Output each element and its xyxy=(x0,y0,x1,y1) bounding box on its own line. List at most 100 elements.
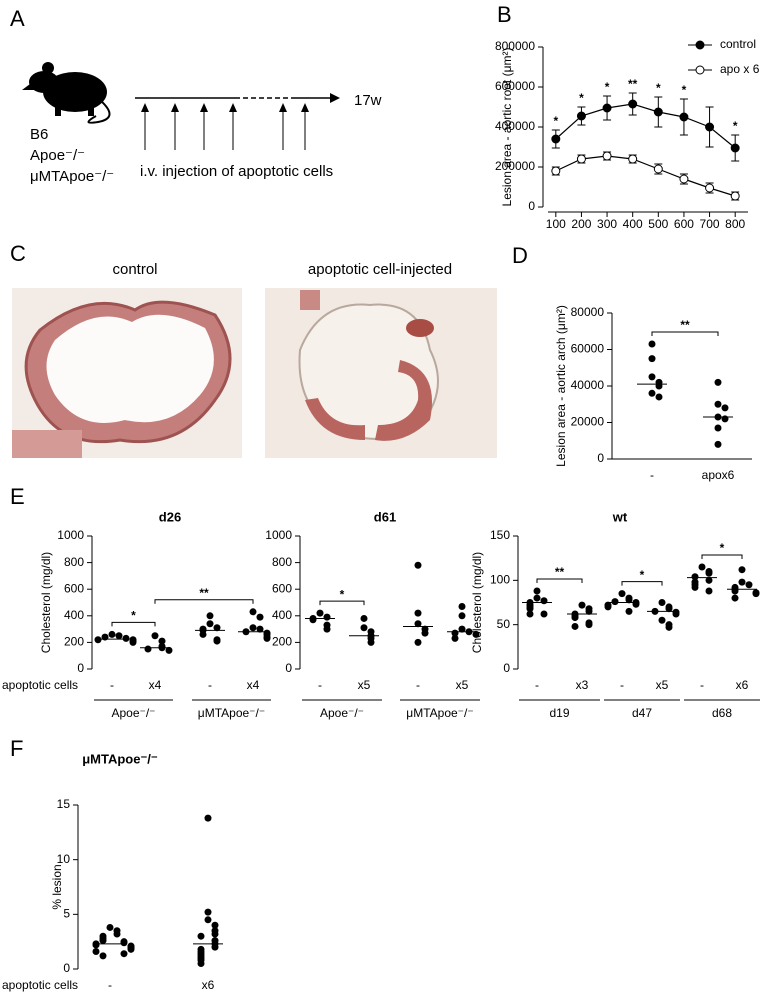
data-point xyxy=(213,624,221,632)
significance: * xyxy=(733,119,738,133)
significance: ** xyxy=(555,565,565,579)
group-label: x5 xyxy=(456,678,469,692)
data-point xyxy=(648,340,656,348)
data-point xyxy=(648,373,656,381)
chart-title: d26 xyxy=(159,509,181,524)
histology-image xyxy=(12,288,242,458)
data-point xyxy=(533,594,541,602)
marker xyxy=(628,99,638,109)
data-point xyxy=(206,612,214,620)
data-point xyxy=(585,607,593,615)
chart-title: d61 xyxy=(374,509,396,524)
group-label: - xyxy=(416,678,420,692)
data-point xyxy=(197,932,205,940)
data-point xyxy=(414,609,422,617)
y-tick-label: 100 xyxy=(490,573,510,587)
histology-caption: control xyxy=(112,261,157,278)
y-tick-label: 80000 xyxy=(571,305,605,319)
cluster-label: μMTApoe⁻/⁻ xyxy=(198,706,265,720)
group-label: x3 xyxy=(576,678,589,692)
group-label: x6 xyxy=(202,978,215,992)
data-point xyxy=(204,908,212,916)
y-tick-label: 400 xyxy=(64,608,84,622)
data-point xyxy=(721,415,729,423)
data-point xyxy=(665,623,673,631)
cluster-label: Apoe⁻/⁻ xyxy=(111,706,155,720)
data-point xyxy=(211,930,219,938)
strain-label: B6 xyxy=(30,126,48,143)
data-point xyxy=(360,614,368,622)
y-tick-label: 20000 xyxy=(571,415,605,429)
data-point xyxy=(458,625,466,633)
significance: ** xyxy=(680,318,690,332)
data-point xyxy=(204,814,212,822)
data-point xyxy=(752,590,760,598)
y-tick-label: 800 xyxy=(272,555,292,569)
data-point xyxy=(745,581,753,589)
significance-bracket xyxy=(701,554,743,560)
significance-bracket xyxy=(651,331,719,337)
data-point xyxy=(648,355,656,363)
strain-label: Apoe⁻/⁻ xyxy=(30,147,85,164)
y-tick-label: 15 xyxy=(57,797,71,811)
group-label: x5 xyxy=(358,678,371,692)
data-point xyxy=(144,645,152,653)
group-label: x4 xyxy=(247,678,260,692)
legend-label: apo x 6 xyxy=(720,62,760,76)
y-tick-label: 40000 xyxy=(571,378,605,392)
y-axis-label: Cholesterol (mg/dl) xyxy=(39,552,53,653)
data-point xyxy=(618,590,626,598)
timeline-end: 17w xyxy=(354,92,382,109)
significance-bracket xyxy=(621,581,663,586)
data-point xyxy=(92,948,100,956)
data-point xyxy=(206,620,214,628)
data-point xyxy=(714,400,722,408)
data-point xyxy=(691,573,699,581)
cluster-label: Apoe⁻/⁻ xyxy=(320,706,364,720)
panel-letter: A xyxy=(10,6,25,31)
data-point xyxy=(263,634,271,642)
data-point xyxy=(113,930,121,938)
x-tick-label: 100 xyxy=(546,217,566,231)
cluster-label: μMTApoe⁻/⁻ xyxy=(406,706,473,720)
data-point xyxy=(151,632,159,640)
y-tick-label: 0 xyxy=(285,661,292,675)
data-point xyxy=(249,608,257,616)
data-point xyxy=(115,632,123,640)
significance: * xyxy=(605,80,610,94)
x-tick-label: 700 xyxy=(700,217,720,231)
y-tick-label: 400 xyxy=(272,608,292,622)
data-point xyxy=(94,636,102,644)
cluster-label: d47 xyxy=(632,706,652,720)
data-point xyxy=(323,613,331,621)
data-point xyxy=(309,616,317,624)
x-tick-label: 300 xyxy=(597,217,617,231)
injection-arrows xyxy=(141,103,309,150)
data-point xyxy=(738,578,746,586)
panel-letter: C xyxy=(10,241,26,266)
data-point xyxy=(122,634,130,642)
panel-letter: E xyxy=(10,484,25,509)
y-tick-label: 200000 xyxy=(495,159,535,173)
data-point xyxy=(655,393,663,401)
strain-label: μMTApoe⁻/⁻ xyxy=(30,168,114,185)
marker xyxy=(679,112,689,122)
group-label: - xyxy=(620,678,624,692)
marker xyxy=(628,154,638,164)
data-point xyxy=(731,587,739,595)
data-point xyxy=(714,378,722,386)
data-point xyxy=(571,622,579,630)
data-point xyxy=(256,613,264,621)
y-axis-label: % lesion xyxy=(50,864,64,909)
marker xyxy=(653,164,663,174)
data-point xyxy=(472,630,480,638)
row-label: apoptotic cells xyxy=(2,678,78,692)
data-point xyxy=(571,614,579,622)
significance-bracket xyxy=(154,599,254,604)
data-point xyxy=(731,594,739,602)
y-tick-label: 60000 xyxy=(571,342,605,356)
marker xyxy=(576,154,586,164)
group-label: apox6 xyxy=(702,468,735,482)
y-tick-label: 200 xyxy=(64,635,84,649)
x-tick-label: 600 xyxy=(674,217,694,231)
